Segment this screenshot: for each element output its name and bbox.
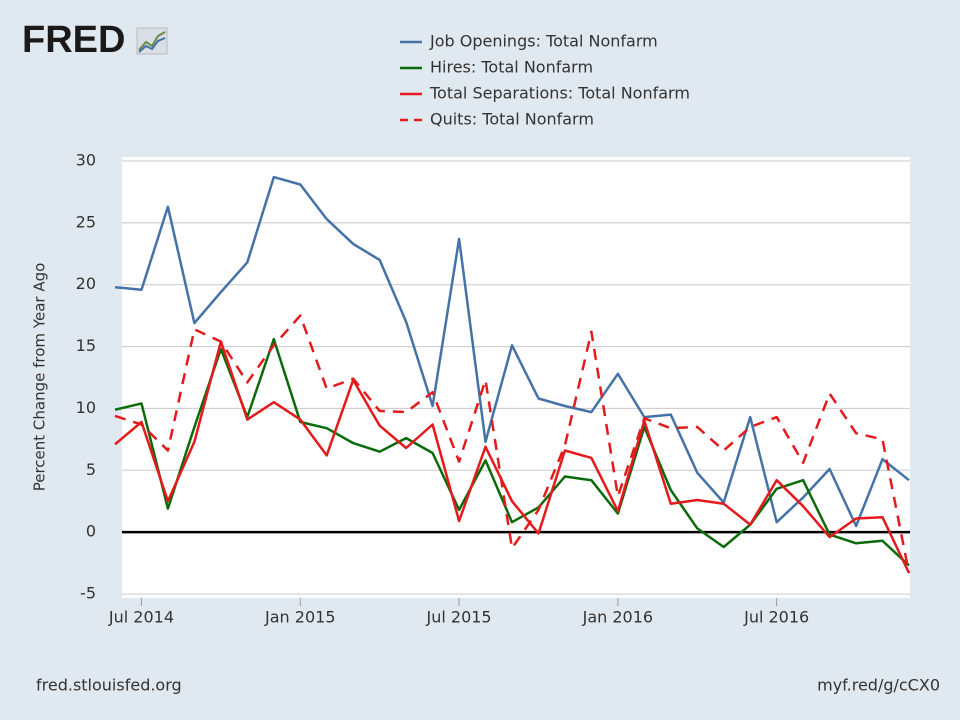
y-axis-label: Percent Change from Year Ago: [31, 263, 49, 492]
legend-label: Total Separations: Total Nonfarm: [429, 84, 690, 103]
logo-icon: [136, 27, 168, 55]
x-tick-label: Jan 2015: [264, 608, 335, 627]
x-tick-label: Jul 2015: [426, 608, 492, 627]
y-tick-label: 0: [86, 522, 96, 541]
y-tick-label: 15: [76, 336, 96, 355]
plot-area: [122, 157, 910, 598]
x-tick-label: Jan 2016: [582, 608, 653, 627]
legend-label: Job Openings: Total Nonfarm: [429, 32, 658, 51]
logo: FRED: [22, 19, 125, 61]
legend-label: Hires: Total Nonfarm: [430, 58, 593, 77]
url: myf.red/g/cCX0: [817, 676, 940, 695]
y-tick-label: 10: [76, 398, 96, 417]
x-tick-label: Jul 2014: [108, 608, 174, 627]
series-line: [114, 314, 911, 574]
series-line: [114, 340, 911, 574]
y-tick-label: 5: [86, 460, 96, 479]
x-tick-label: Jul 2016: [743, 608, 809, 627]
legend-label: Quits: Total Nonfarm: [430, 110, 594, 129]
source: fred.stlouisfed.org: [36, 676, 182, 695]
y-tick-label: 20: [76, 274, 96, 293]
y-tick-label: -5: [80, 584, 96, 603]
y-tick-label: 25: [76, 212, 96, 231]
y-tick-label: 30: [76, 151, 96, 170]
series-line: [114, 175, 910, 528]
